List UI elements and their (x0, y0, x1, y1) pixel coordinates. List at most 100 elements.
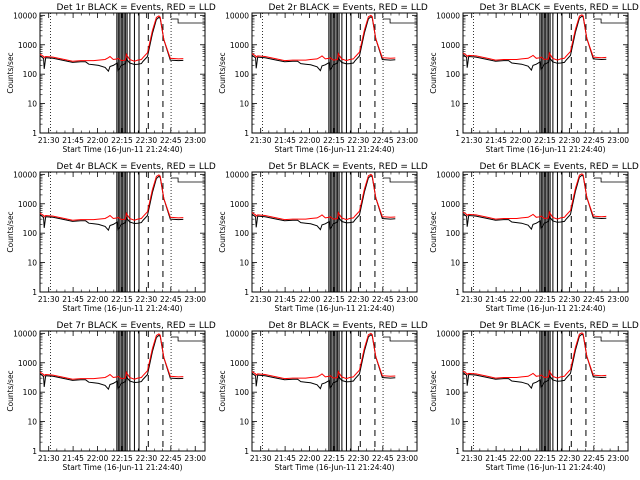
y-tick-label: 10 (450, 100, 460, 109)
x-tick-label: 22:15 (534, 295, 556, 304)
panel-title: Det 3r BLACK = Events, RED = LLD (480, 3, 639, 13)
detector-panel-6: Det 6r BLACK = Events, RED = LLD 1 10 100 10… (429, 162, 639, 313)
y-tick-label: 1000 (441, 200, 460, 209)
y-tick-label: 100 (23, 388, 38, 397)
x-axis-title: Start Time (16-Jun-11 21:24:40) (486, 304, 606, 313)
panel-title: Det 5r BLACK = Events, RED = LLD (269, 162, 428, 172)
x-tick-label: 22:15 (111, 454, 133, 463)
state-step-indicator (594, 18, 628, 24)
x-tick-label: 22:15 (534, 454, 556, 463)
x-tick-label: 22:30 (559, 454, 581, 463)
y-tick-label: 10 (27, 418, 37, 427)
lld-series-line (251, 14, 396, 62)
x-axis-title: Start Time (16-Jun-11 21:24:40) (63, 463, 183, 472)
events-series-line (39, 175, 184, 232)
detector-panel-7: Det 7r BLACK = Events, RED = LLD 1 10 100 10… (6, 321, 216, 472)
panel-title: Det 1r BLACK = Events, RED = LLD (57, 3, 216, 13)
y-tick-label: 100 (446, 70, 461, 79)
y-tick-label: 10000 (436, 170, 460, 179)
x-tick-label: 21:30 (250, 295, 272, 304)
y-tick-label: 100 (446, 388, 461, 397)
x-tick-label: 23:00 (184, 136, 206, 145)
y-tick-label: 100 (235, 388, 250, 397)
detector-panel-2: Det 2r BLACK = Events, RED = LLD 1 10 100 10… (218, 3, 428, 154)
y-tick-label: 1 (455, 129, 460, 138)
x-tick-label: 23:00 (396, 454, 418, 463)
events-series-line (39, 334, 184, 391)
x-tick-label: 22:00 (87, 295, 109, 304)
x-tick-label: 23:00 (607, 454, 629, 463)
x-tick-label: 22:45 (160, 295, 182, 304)
detector-panel-1: Det 1r BLACK = Events, RED = LLD 1 10 100 10… (6, 3, 216, 154)
x-tick-label: 22:15 (534, 136, 556, 145)
y-tick-label: 10000 (225, 170, 249, 179)
y-axis-title: Counts/sec (218, 52, 227, 93)
x-tick-label: 23:00 (184, 295, 206, 304)
y-tick-label: 10000 (436, 11, 460, 20)
x-tick-label: 22:45 (372, 454, 394, 463)
y-tick-label: 1000 (230, 359, 249, 368)
x-tick-label: 22:15 (323, 295, 345, 304)
lld-series-line (251, 332, 396, 380)
state-step-indicator (383, 18, 417, 24)
detector-panel-8: Det 8r BLACK = Events, RED = LLD 1 10 100 10… (218, 321, 428, 472)
y-tick-label: 10000 (225, 329, 249, 338)
panel-title: Det 6r BLACK = Events, RED = LLD (480, 162, 639, 172)
x-axis-title: Start Time (16-Jun-11 21:24:40) (63, 304, 183, 313)
panel-title: Det 2r BLACK = Events, RED = LLD (269, 3, 428, 13)
y-tick-label: 10 (239, 100, 249, 109)
lld-series-line (462, 332, 607, 379)
events-series-line (462, 174, 607, 231)
state-step-indicator (171, 177, 205, 183)
x-tick-label: 22:45 (372, 136, 394, 145)
detector-panel-5: Det 5r BLACK = Events, RED = LLD 1 10 100 10… (218, 162, 428, 313)
x-tick-label: 22:00 (87, 454, 109, 463)
x-tick-label: 22:45 (583, 454, 605, 463)
y-tick-label: 1 (32, 447, 37, 456)
state-step-indicator (383, 177, 417, 183)
x-axis-title: Start Time (16-Jun-11 21:24:40) (486, 463, 606, 472)
x-tick-label: 22:30 (348, 136, 370, 145)
x-tick-label: 21:45 (485, 136, 507, 145)
state-step-indicator (383, 336, 417, 342)
lld-series-line (462, 173, 607, 220)
x-tick-label: 22:45 (372, 295, 394, 304)
x-tick-label: 23:00 (396, 136, 418, 145)
x-tick-label: 21:45 (62, 454, 84, 463)
y-tick-label: 10 (239, 418, 249, 427)
y-tick-label: 1000 (441, 359, 460, 368)
state-step-indicator (171, 336, 205, 342)
x-tick-label: 22:30 (136, 136, 158, 145)
y-tick-label: 1000 (18, 200, 37, 209)
y-tick-label: 1000 (230, 41, 249, 50)
y-axis-title: Counts/sec (429, 52, 438, 93)
events-series-line (462, 333, 607, 390)
y-tick-label: 10 (27, 259, 37, 268)
y-tick-label: 100 (446, 229, 461, 238)
y-tick-label: 1 (244, 447, 249, 456)
lld-series-line (39, 15, 184, 62)
y-tick-label: 1000 (18, 41, 37, 50)
x-tick-label: 22:45 (583, 136, 605, 145)
panel-title: Det 8r BLACK = Events, RED = LLD (269, 321, 428, 331)
x-tick-label: 22:30 (348, 295, 370, 304)
x-tick-label: 22:15 (323, 136, 345, 145)
x-tick-label: 23:00 (607, 295, 629, 304)
y-tick-label: 1 (455, 288, 460, 297)
x-tick-label: 23:00 (396, 295, 418, 304)
lld-series-line (251, 173, 396, 221)
x-tick-label: 22:30 (348, 454, 370, 463)
x-axis-title: Start Time (16-Jun-11 21:24:40) (275, 463, 395, 472)
x-tick-label: 22:00 (510, 136, 532, 145)
detector-panel-9: Det 9r BLACK = Events, RED = LLD 1 10 100 10… (429, 321, 639, 472)
x-tick-label: 23:00 (184, 454, 206, 463)
panel-title: Det 7r BLACK = Events, RED = LLD (57, 321, 216, 331)
events-series-line (251, 334, 396, 390)
detector-panel-3: Det 3r BLACK = Events, RED = LLD 1 10 100 10… (429, 3, 639, 154)
x-tick-label: 21:30 (38, 295, 60, 304)
y-axis-title: Counts/sec (6, 211, 15, 252)
y-tick-label: 100 (235, 70, 250, 79)
x-tick-label: 21:30 (38, 136, 60, 145)
events-series-line (39, 16, 184, 73)
